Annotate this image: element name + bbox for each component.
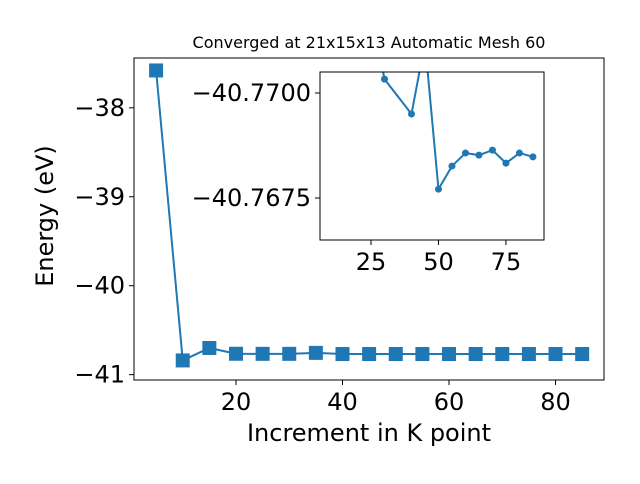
marker xyxy=(529,153,537,161)
marker xyxy=(468,347,483,362)
marker xyxy=(448,162,456,170)
marker xyxy=(488,146,496,154)
x-tick-label: 60 xyxy=(434,388,465,416)
marker xyxy=(415,347,430,362)
y-tick-label: −40.7700 xyxy=(192,79,311,107)
x-tick-label: 50 xyxy=(423,248,454,276)
inset-plot: 25 50 75 −40.7700 −40.7675 xyxy=(192,6,545,276)
marker xyxy=(255,346,270,361)
marker xyxy=(461,149,469,157)
marker xyxy=(368,6,375,13)
y-tick-label: −40.7675 xyxy=(192,184,311,212)
marker xyxy=(502,159,510,167)
marker xyxy=(362,347,377,362)
plot-frame xyxy=(133,57,605,381)
x-tick-label: 20 xyxy=(221,388,252,416)
chart-title: Converged at 21x15x13 Automatic Mesh 60 xyxy=(193,33,546,52)
marker xyxy=(228,346,243,361)
y-axis-label: Energy (eV) xyxy=(31,145,59,287)
marker xyxy=(515,149,523,157)
x-tick-label: 25 xyxy=(356,248,387,276)
marker xyxy=(434,185,442,193)
marker xyxy=(575,347,590,362)
marker xyxy=(475,151,483,159)
marker xyxy=(495,347,510,362)
marker xyxy=(407,110,415,118)
marker xyxy=(202,340,217,355)
y-tick-label: −39 xyxy=(74,183,125,211)
y-tick-label: −41 xyxy=(74,361,125,389)
y-tick-label: −40 xyxy=(74,272,125,300)
marker xyxy=(381,75,389,83)
x-tick-label: 75 xyxy=(491,248,522,276)
marker xyxy=(335,347,350,362)
marker xyxy=(282,346,297,361)
y-tick-label: −38 xyxy=(74,94,125,122)
marker xyxy=(149,63,164,78)
plot-series xyxy=(149,63,590,368)
x-tick-label: 40 xyxy=(327,388,358,416)
x-tick-label: 80 xyxy=(540,388,571,416)
marker xyxy=(548,347,563,362)
marker xyxy=(308,345,323,360)
plot-frame xyxy=(319,71,545,241)
plot-area xyxy=(320,72,544,240)
marker xyxy=(521,347,536,362)
x-axis-label: Increment in K point xyxy=(247,419,491,447)
marker xyxy=(388,347,403,362)
plot-series xyxy=(368,6,537,193)
marker xyxy=(175,353,190,368)
marker xyxy=(442,347,457,362)
